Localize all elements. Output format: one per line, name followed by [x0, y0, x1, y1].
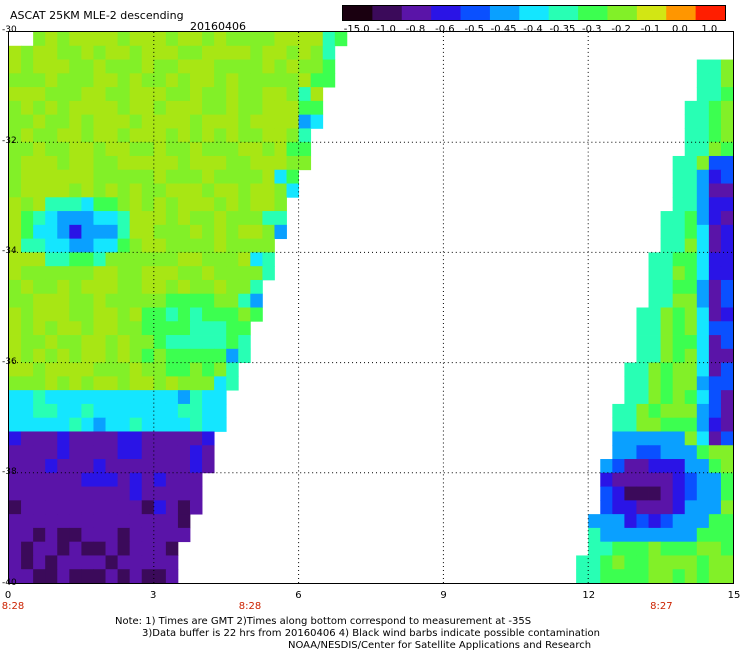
colorbar-segment: [666, 6, 697, 20]
colorbar-label: -0.6: [435, 24, 455, 35]
time-label: 8:28: [238, 601, 262, 612]
product-date: 20160406: [190, 20, 246, 33]
colorbar-segment: [401, 6, 432, 20]
colorbar-label: -0.45: [490, 24, 517, 35]
latitude-label: -30: [2, 25, 17, 35]
colorbar-segment: [548, 6, 579, 20]
colorbar-segment: [431, 6, 462, 20]
colorbar-label: -0.4: [523, 24, 543, 35]
colorbar: [342, 5, 726, 21]
wind-swath-cells: [9, 32, 733, 583]
colorbar-label: -0.8: [405, 24, 426, 35]
latitude-label: -32: [2, 135, 17, 146]
colorbar-label: -0.2: [611, 24, 631, 35]
colorbar-segment: [636, 6, 667, 20]
latitude-label: -38: [2, 467, 17, 478]
colorbar-label: -0.5: [464, 24, 484, 35]
colorbar-segment: [695, 6, 725, 20]
time-label: 8:28: [1, 601, 25, 612]
product-title: ASCAT 25KM MLE-2 descending: [10, 9, 184, 22]
colorbar-segment: [372, 6, 403, 20]
latitude-label: -40: [2, 578, 17, 588]
colorbar-label: -0.35: [549, 24, 576, 35]
colorbar-label: -15.0: [343, 24, 370, 35]
latitude-label: -36: [2, 356, 17, 367]
colorbar-segment: [519, 6, 550, 20]
longitude-label: 15: [727, 590, 740, 601]
longitude-label: 0: [4, 590, 12, 601]
colorbar-label: -0.1: [640, 24, 661, 35]
colorbar-label: -1.0: [376, 24, 396, 35]
colorbar-segment: [343, 6, 373, 20]
colorbar-segment: [578, 6, 608, 20]
longitude-label: 9: [440, 590, 447, 601]
colorbar-segment: [489, 6, 520, 20]
longitude-label: 12: [582, 590, 596, 601]
colorbar-segment: [607, 6, 638, 20]
colorbar-label: 0.0: [671, 24, 688, 35]
colorbar-label: 1.0: [701, 24, 718, 35]
time-label: 8:27: [650, 601, 673, 612]
latitude-label: -34: [2, 246, 17, 257]
colorbar-label: -0.3: [582, 24, 602, 35]
footer-credit: NOAA/NESDIS/Center for Satellite Applica…: [288, 640, 592, 651]
longitude-label: 3: [150, 590, 157, 601]
map-plot: [8, 31, 734, 584]
footer-note-line2: 3)Data buffer is 22 hrs from 20160406 4)…: [142, 628, 600, 639]
footer-note-line1: Note: 1) Times are GMT 2)Times along bot…: [115, 616, 532, 627]
longitude-label: 6: [295, 590, 302, 601]
colorbar-segment: [460, 6, 491, 20]
